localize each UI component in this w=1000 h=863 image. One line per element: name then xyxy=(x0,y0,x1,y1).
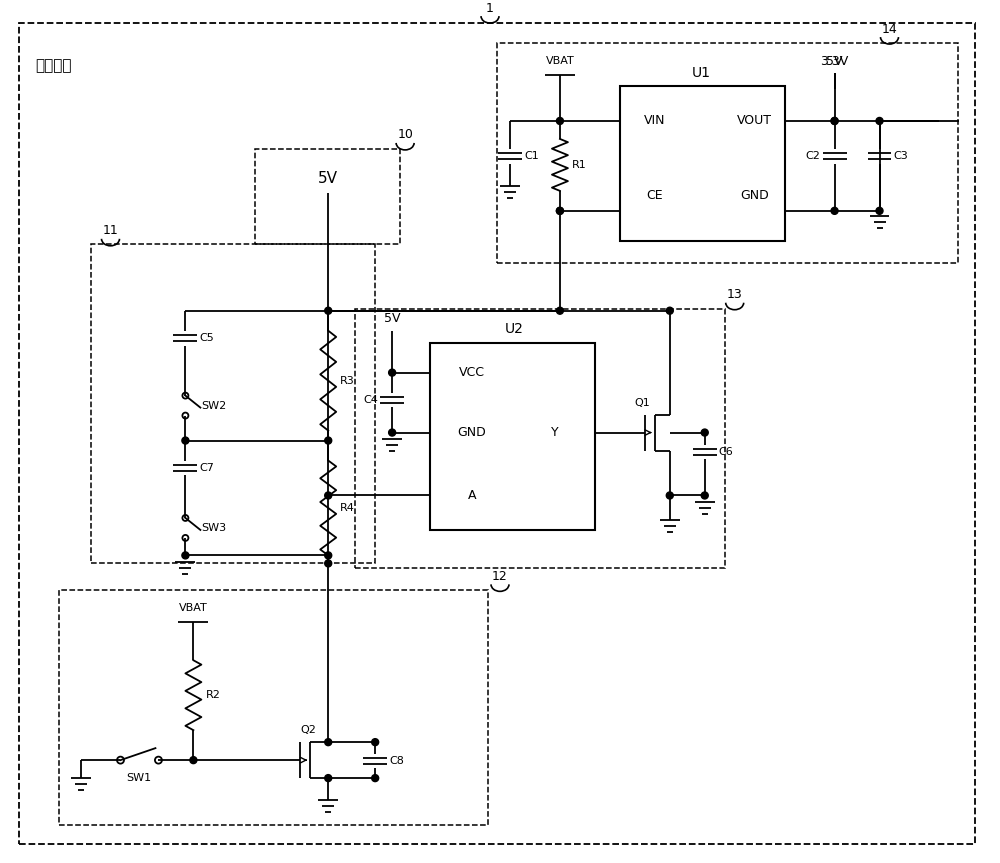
Bar xyxy=(91,243,375,564)
Text: 10: 10 xyxy=(397,129,413,142)
Text: U1: U1 xyxy=(692,66,711,80)
Text: SW3: SW3 xyxy=(201,523,227,533)
Text: Y: Y xyxy=(551,426,559,439)
Text: Q1: Q1 xyxy=(635,398,651,407)
Text: C1: C1 xyxy=(524,151,539,161)
Circle shape xyxy=(182,552,189,559)
Text: SW2: SW2 xyxy=(201,400,227,411)
Text: 5V: 5V xyxy=(384,312,400,325)
Circle shape xyxy=(666,307,673,314)
Text: 13: 13 xyxy=(727,288,743,301)
Circle shape xyxy=(389,369,396,376)
Text: 14: 14 xyxy=(882,22,897,35)
Text: CE: CE xyxy=(646,189,663,202)
Circle shape xyxy=(325,492,332,499)
Circle shape xyxy=(556,207,563,214)
Text: U2: U2 xyxy=(505,322,523,336)
Circle shape xyxy=(831,117,838,124)
Circle shape xyxy=(182,437,189,444)
Text: R3: R3 xyxy=(340,375,355,386)
Text: R1: R1 xyxy=(572,160,587,170)
Text: C5: C5 xyxy=(199,332,214,343)
Text: C8: C8 xyxy=(389,756,404,766)
Bar xyxy=(497,43,958,262)
Text: 5V: 5V xyxy=(318,172,338,186)
Text: GND: GND xyxy=(740,189,769,202)
Bar xyxy=(355,309,725,569)
Text: C2: C2 xyxy=(806,151,821,161)
Circle shape xyxy=(556,117,563,124)
Circle shape xyxy=(389,429,396,436)
Circle shape xyxy=(701,429,708,436)
Text: SW1: SW1 xyxy=(126,773,151,783)
Text: 11: 11 xyxy=(103,224,118,237)
Text: C7: C7 xyxy=(199,463,214,473)
Text: 3.3V: 3.3V xyxy=(820,54,849,67)
Circle shape xyxy=(876,207,883,214)
Text: 复位电路: 复位电路 xyxy=(36,59,72,73)
Circle shape xyxy=(831,207,838,214)
Bar xyxy=(255,149,400,243)
Text: 5V: 5V xyxy=(826,54,843,67)
Circle shape xyxy=(325,552,332,559)
Text: 1: 1 xyxy=(486,2,494,15)
Bar xyxy=(59,590,488,825)
Text: VCC: VCC xyxy=(459,366,485,379)
Text: C3: C3 xyxy=(893,151,908,161)
Text: R4: R4 xyxy=(340,503,355,513)
Text: 12: 12 xyxy=(492,570,508,583)
Text: VIN: VIN xyxy=(644,115,666,128)
Bar xyxy=(430,343,595,531)
Circle shape xyxy=(831,117,838,124)
Circle shape xyxy=(325,437,332,444)
Text: VBAT: VBAT xyxy=(179,603,208,614)
Circle shape xyxy=(325,739,332,746)
Text: VBAT: VBAT xyxy=(546,56,574,66)
Circle shape xyxy=(372,739,379,746)
Circle shape xyxy=(556,307,563,314)
Text: A: A xyxy=(468,489,476,502)
Text: GND: GND xyxy=(458,426,486,439)
Circle shape xyxy=(190,757,197,764)
Circle shape xyxy=(325,560,332,567)
Circle shape xyxy=(325,775,332,782)
Text: Q2: Q2 xyxy=(300,725,316,735)
Text: C6: C6 xyxy=(719,446,733,457)
Circle shape xyxy=(372,775,379,782)
Text: VOUT: VOUT xyxy=(737,115,772,128)
Text: R2: R2 xyxy=(205,690,220,700)
Bar xyxy=(620,86,785,241)
Text: C4: C4 xyxy=(363,394,378,405)
Circle shape xyxy=(666,492,673,499)
Circle shape xyxy=(701,492,708,499)
Circle shape xyxy=(876,117,883,124)
Circle shape xyxy=(325,307,332,314)
Circle shape xyxy=(556,207,563,214)
